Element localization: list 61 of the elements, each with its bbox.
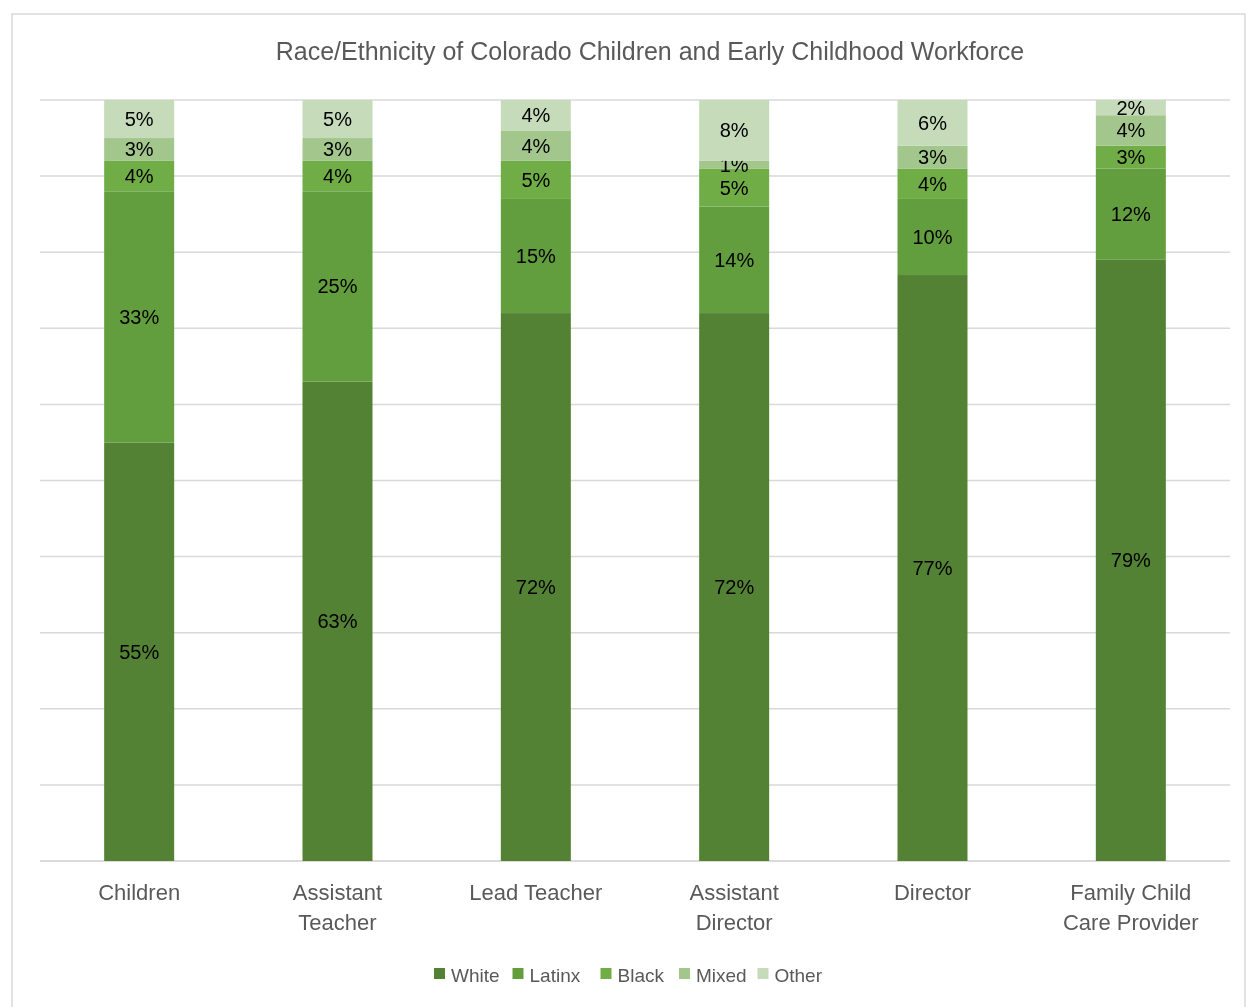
data-label: 5% [719, 176, 749, 199]
data-label: 3% [1116, 146, 1146, 169]
data-label: 15% [515, 245, 557, 268]
bar [500, 198, 571, 314]
x-tick-label: Director [893, 880, 972, 905]
data-label: 3% [918, 146, 948, 169]
data-label: 4% [323, 165, 353, 188]
data-label: 3% [323, 138, 353, 161]
data-label: 77% [912, 557, 953, 580]
bar [104, 442, 175, 861]
data-label: 3% [124, 138, 154, 161]
bar [302, 191, 373, 382]
bar [897, 168, 968, 199]
legend-label: Black [617, 964, 665, 986]
data-label: 14% [714, 248, 755, 271]
data-label: 5% [521, 168, 551, 191]
bar [302, 100, 373, 139]
bar [104, 191, 175, 443]
legend-label: White [451, 964, 500, 986]
data-label: 5% [323, 108, 353, 131]
legend-label: Other [774, 964, 823, 986]
bar [897, 198, 968, 276]
x-tick-label: Lead Teacher [469, 880, 603, 905]
data-label: 12% [1110, 203, 1152, 226]
data-label: 4% [1116, 119, 1146, 142]
data-label: 10% [912, 225, 953, 248]
bar [699, 206, 770, 314]
data-label: 5% [124, 108, 154, 131]
data-label: 79% [1110, 549, 1152, 572]
bar [1095, 168, 1166, 260]
data-label: 4% [918, 172, 948, 195]
legend-label: Latinx [529, 964, 581, 986]
chart-title: Race/Ethnicity of Colorado Children and Early Childhood Workforce [275, 37, 1025, 65]
data-label: 72% [714, 576, 755, 599]
data-label: 55% [119, 640, 160, 663]
legend-label: Mixed [696, 964, 747, 986]
bar [104, 100, 175, 139]
data-label: 72% [515, 576, 557, 599]
data-label: 4% [521, 104, 551, 127]
bar [1095, 259, 1166, 861]
bar [500, 313, 571, 861]
bar [897, 275, 968, 861]
x-tick-label: Assistant Director [689, 880, 779, 935]
data-label: 8% [719, 119, 749, 142]
bar [500, 130, 571, 161]
bar [699, 313, 770, 861]
data-label: 4% [521, 134, 551, 157]
x-tick-label: Assistant Teacher [292, 880, 383, 935]
bar [1095, 115, 1166, 146]
data-label: 63% [317, 610, 358, 633]
data-label: 33% [119, 305, 160, 328]
bar [500, 160, 571, 199]
data-label: 6% [918, 111, 948, 134]
data-label: 2% [1116, 96, 1146, 119]
data-label: 4% [124, 165, 154, 188]
bar [699, 100, 770, 161]
bar [302, 381, 373, 861]
x-tick-label: Children [98, 880, 181, 905]
bar [897, 100, 968, 146]
x-tick-label: Family Child Care Provider [1062, 880, 1199, 935]
data-label: 25% [317, 275, 358, 298]
